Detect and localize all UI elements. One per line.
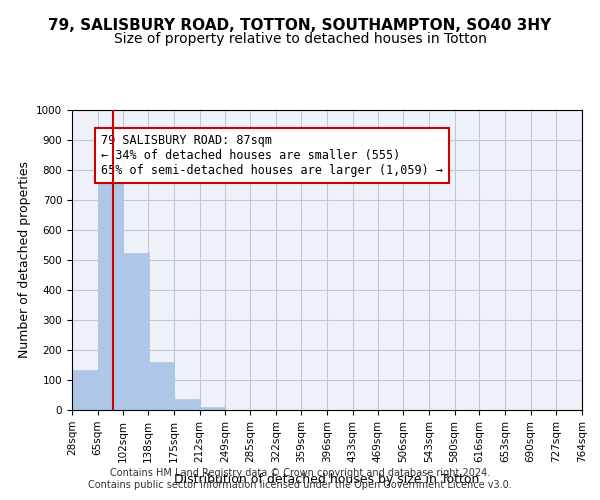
Bar (199, 407, 225, 410)
Text: 79, SALISBURY ROAD, TOTTON, SOUTHAMPTON, SO40 3HY: 79, SALISBURY ROAD, TOTTON, SOUTHAMPTON,… (49, 18, 551, 32)
Bar (174, 399, 199, 410)
Y-axis label: Number of detached properties: Number of detached properties (17, 162, 31, 358)
X-axis label: Distribution of detached houses by size in Totton: Distribution of detached houses by size … (175, 473, 479, 486)
Bar (123, 252, 149, 410)
Text: Size of property relative to detached houses in Totton: Size of property relative to detached ho… (113, 32, 487, 46)
Bar (148, 362, 174, 410)
Text: Contains HM Land Registry data © Crown copyright and database right 2024.
Contai: Contains HM Land Registry data © Crown c… (88, 468, 512, 490)
Bar (98, 176, 123, 410)
Bar (72, 370, 98, 410)
Text: 79 SALISBURY ROAD: 87sqm
← 34% of detached houses are smaller (555)
65% of semi-: 79 SALISBURY ROAD: 87sqm ← 34% of detach… (101, 134, 443, 177)
